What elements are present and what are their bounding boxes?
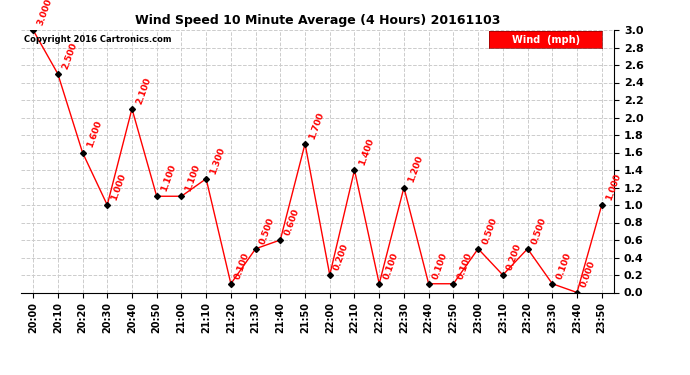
Text: Copyright 2016 Cartronics.com: Copyright 2016 Cartronics.com [23,35,171,44]
Text: 0.100: 0.100 [555,251,573,280]
Text: 1.100: 1.100 [184,163,202,193]
Text: 0.500: 0.500 [480,216,499,245]
Text: 1.000: 1.000 [604,172,622,201]
Text: 0.600: 0.600 [283,207,301,237]
Text: 0.200: 0.200 [505,242,523,272]
Text: 1.400: 1.400 [357,137,375,166]
Text: 0.100: 0.100 [233,251,251,280]
Text: 0.100: 0.100 [456,251,474,280]
Text: 3.000: 3.000 [36,0,54,27]
Text: 0.100: 0.100 [431,251,449,280]
Text: 1.100: 1.100 [159,163,177,193]
Text: 0.500: 0.500 [530,216,548,245]
Text: 1.200: 1.200 [406,154,424,184]
Text: 2.500: 2.500 [60,41,79,70]
Text: 0.200: 0.200 [332,242,351,272]
Text: 0.000: 0.000 [580,260,598,289]
Text: 1.600: 1.600 [85,120,103,149]
Text: 0.500: 0.500 [258,216,276,245]
Text: 0.100: 0.100 [382,251,400,280]
Text: 1.700: 1.700 [308,111,326,140]
Text: 1.000: 1.000 [110,172,128,201]
Text: 1.300: 1.300 [208,146,227,175]
Text: 2.100: 2.100 [135,76,152,105]
Title: Wind Speed 10 Minute Average (4 Hours) 20161103: Wind Speed 10 Minute Average (4 Hours) 2… [135,15,500,27]
